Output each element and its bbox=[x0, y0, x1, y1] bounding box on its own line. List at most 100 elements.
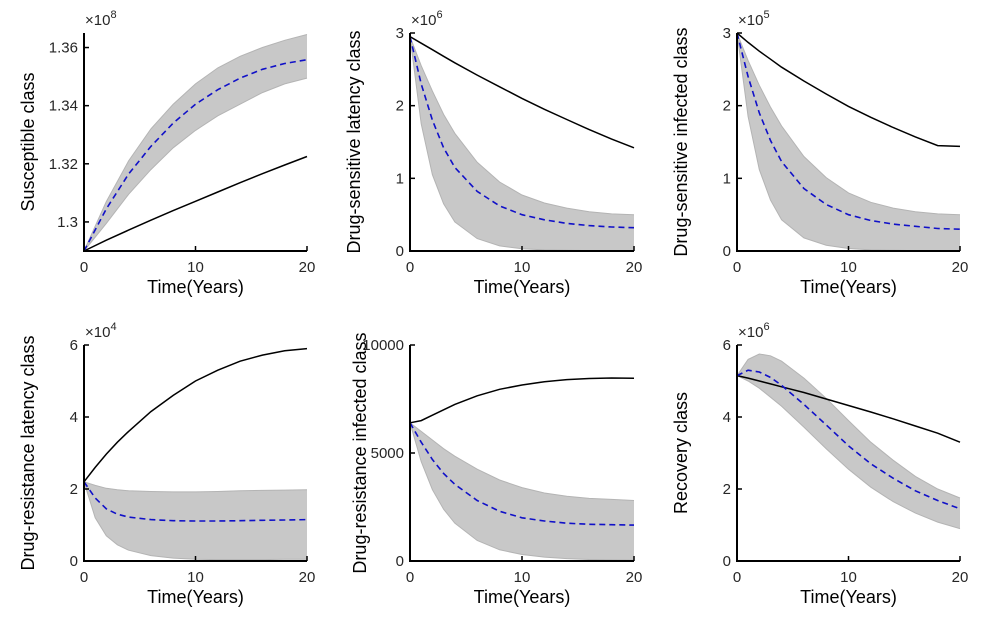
uncertainty-band bbox=[410, 36, 634, 251]
multiplier-base: ×10 bbox=[738, 12, 763, 29]
x-tick-label: 20 bbox=[626, 569, 643, 586]
mean-line bbox=[736, 369, 961, 510]
multiplier-exponent: 8 bbox=[110, 9, 116, 21]
x-tick-label: 10 bbox=[840, 259, 857, 276]
y-tick-label: 0 bbox=[70, 553, 78, 570]
y-tick-label: 6 bbox=[723, 337, 731, 354]
uncertainty-band bbox=[84, 481, 307, 560]
x-tick-label: 20 bbox=[952, 569, 969, 586]
multiplier-exponent: 6 bbox=[763, 321, 769, 333]
y-tick-label: 0 bbox=[396, 243, 404, 260]
axis-multiplier: ×106 bbox=[738, 321, 770, 341]
axis-multiplier: ×106 bbox=[411, 9, 443, 29]
y-tick-label: 6 bbox=[70, 337, 78, 354]
y-axis-label: Susceptible class bbox=[18, 72, 38, 211]
x-tick-label: 0 bbox=[80, 259, 88, 276]
y-tick-label: 1.32 bbox=[49, 156, 78, 173]
x-tick-label: 20 bbox=[952, 259, 969, 276]
y-tick-label: 2 bbox=[396, 98, 404, 115]
y-tick-label: 0 bbox=[723, 243, 731, 260]
band-upper-line bbox=[83, 34, 308, 252]
y-tick-label: 1.36 bbox=[49, 40, 78, 57]
x-axis-label: Time(Years) bbox=[147, 587, 244, 607]
y-tick-label: 1 bbox=[396, 170, 404, 187]
subplot-2: 0 10 20 0 1 2 3 ×106 Time(Years) Drug-sensitive l… bbox=[344, 9, 642, 297]
x-tick-label: 0 bbox=[406, 259, 414, 276]
multiplier-base: ×10 bbox=[85, 12, 110, 29]
band-lower-line bbox=[736, 375, 961, 530]
axis-multiplier: ×105 bbox=[738, 9, 770, 29]
subplot-4: 0 10 200246×104Time(Years)Drug-resistance … bbox=[18, 321, 315, 607]
y-axis-label: Drug-resistance latency class bbox=[18, 335, 38, 570]
band-lower-line bbox=[409, 422, 635, 561]
band-upper-line bbox=[83, 481, 308, 493]
x-tick-label: 0 bbox=[733, 259, 741, 276]
y-tick-label: 3 bbox=[396, 25, 404, 42]
mean-line bbox=[736, 32, 961, 230]
x-tick-label: 20 bbox=[626, 259, 643, 276]
band-upper-line bbox=[409, 422, 635, 501]
axis-multiplier: ×104 bbox=[85, 321, 117, 341]
uncertainty-band bbox=[737, 33, 960, 251]
x-tick-label: 10 bbox=[514, 569, 531, 586]
multiplier-base: ×10 bbox=[85, 324, 110, 341]
y-axis-label: Drug-resistance infected class bbox=[350, 332, 370, 573]
y-tick-label: 1.34 bbox=[49, 98, 78, 115]
multiplier-exponent: 6 bbox=[436, 9, 442, 21]
x-axis-label: Time(Years) bbox=[800, 587, 897, 607]
x-tick-label: 20 bbox=[299, 259, 316, 276]
subplot-3: 0 10 20 0 1 2 3 ×105 Time(Years) Drug-sensitive i… bbox=[671, 9, 968, 297]
x-axis-label: Time(Years) bbox=[474, 277, 571, 297]
x-tick-label: 0 bbox=[406, 569, 414, 586]
baseline-line bbox=[736, 374, 961, 443]
y-tick-label: 1.3 bbox=[57, 214, 78, 231]
y-axis-label: Recovery class bbox=[671, 392, 691, 514]
y-axis-label: Drug-sensitive infected class bbox=[671, 27, 691, 256]
mean-line bbox=[83, 58, 308, 252]
uncertainty-band bbox=[84, 34, 307, 251]
multiplier-base: ×10 bbox=[738, 324, 763, 341]
y-tick-label: 1 bbox=[723, 170, 731, 187]
mean-line bbox=[409, 422, 635, 526]
subplot-5: 0 10 20 0 5000 10000 Time(Years) Drug-resistanc… bbox=[350, 332, 642, 607]
x-tick-label: 10 bbox=[514, 259, 531, 276]
y-tick-label: 4 bbox=[723, 409, 731, 426]
x-tick-label: 0 bbox=[80, 569, 88, 586]
y-tick-label: 0 bbox=[723, 553, 731, 570]
baseline-line bbox=[409, 35, 635, 149]
baseline-line bbox=[83, 155, 308, 252]
y-tick-label: 2 bbox=[723, 98, 731, 115]
y-tick-label: 4 bbox=[70, 409, 78, 426]
multiplier-exponent: 4 bbox=[110, 321, 116, 333]
x-axis-label: Time(Years) bbox=[800, 277, 897, 297]
x-tick-label: 10 bbox=[187, 259, 204, 276]
y-tick-label: 3 bbox=[723, 25, 731, 42]
multiplier-base: ×10 bbox=[411, 12, 436, 29]
x-axis-label: Time(Years) bbox=[474, 587, 571, 607]
y-tick-label: 5000 bbox=[371, 445, 404, 462]
subplot-1: 0 10 20 1.3 1.32 1.34 1.36 ×108 Time(Years) Susce… bbox=[18, 9, 315, 297]
x-tick-label: 10 bbox=[840, 569, 857, 586]
x-axis-label: Time(Years) bbox=[147, 277, 244, 297]
x-tick-label: 10 bbox=[187, 569, 204, 586]
y-tick-label: 2 bbox=[70, 481, 78, 498]
axis-multiplier: ×108 bbox=[85, 9, 117, 29]
band-lower-line bbox=[83, 77, 308, 252]
uncertainty-band bbox=[410, 422, 634, 561]
y-tick-label: 0 bbox=[396, 553, 404, 570]
band-upper-line bbox=[409, 36, 635, 216]
band-lower-line bbox=[83, 481, 307, 561]
baseline-line bbox=[83, 347, 308, 483]
mean-line bbox=[409, 36, 635, 229]
x-tick-label: 0 bbox=[733, 569, 741, 586]
y-axis-label: Drug-sensitive latency class bbox=[344, 30, 364, 253]
band-upper-line bbox=[736, 32, 961, 216]
y-tick-label: 2 bbox=[723, 481, 731, 498]
x-tick-label: 20 bbox=[299, 569, 316, 586]
baseline-line bbox=[736, 32, 961, 148]
multiplier-exponent: 5 bbox=[763, 9, 769, 21]
baseline-line bbox=[409, 377, 635, 424]
mean-line bbox=[83, 481, 308, 522]
